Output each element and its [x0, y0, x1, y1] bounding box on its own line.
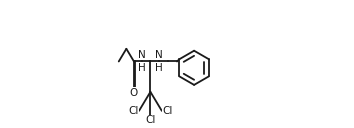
Text: N: N: [138, 50, 145, 60]
Text: H: H: [138, 63, 145, 73]
Text: O: O: [130, 88, 138, 98]
Text: N: N: [155, 50, 163, 60]
Text: H: H: [155, 63, 163, 73]
Text: Cl: Cl: [128, 106, 138, 116]
Text: Cl: Cl: [162, 106, 173, 116]
Text: Cl: Cl: [145, 115, 156, 125]
